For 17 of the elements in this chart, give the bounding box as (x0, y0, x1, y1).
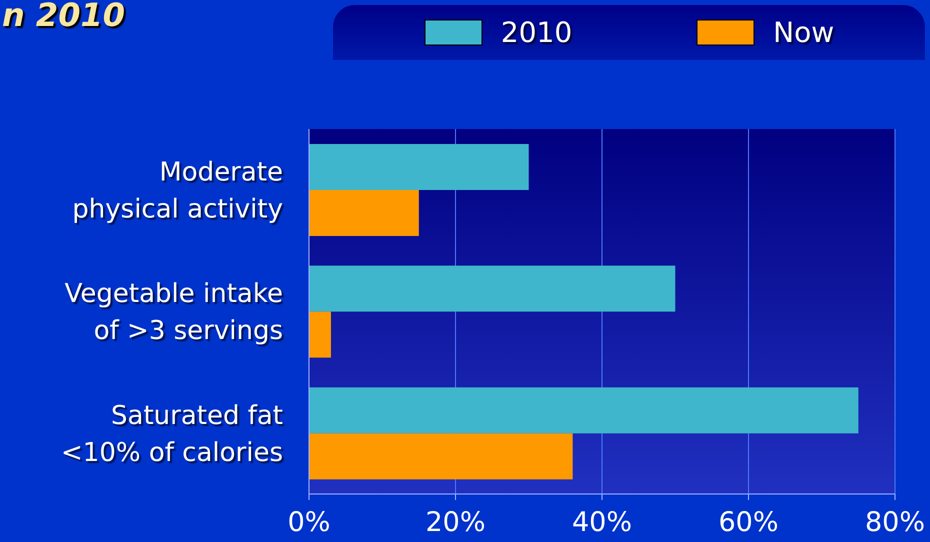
x-tick-label: 20% (425, 507, 486, 538)
bar (309, 144, 529, 190)
x-tick-label: 80% (864, 507, 926, 538)
bar (309, 312, 331, 358)
text: 2010 (500, 16, 572, 49)
y-tick-label: Saturated fat <10% of calories (61, 400, 283, 468)
bar (309, 190, 419, 236)
bar (309, 266, 676, 312)
bar (309, 387, 858, 434)
y-tick-label: Vegetable intake of >3 servings (64, 279, 283, 346)
x-tick-label: 40% (572, 507, 632, 538)
bar (309, 433, 573, 480)
x-tick-label: 0% (288, 507, 330, 538)
chart-title: n 2010 (2, 0, 125, 34)
legend-label: Now (773, 16, 834, 49)
x-tick-label: 60% (718, 507, 779, 538)
y-tick-label: Moderate physical activity (72, 157, 283, 224)
